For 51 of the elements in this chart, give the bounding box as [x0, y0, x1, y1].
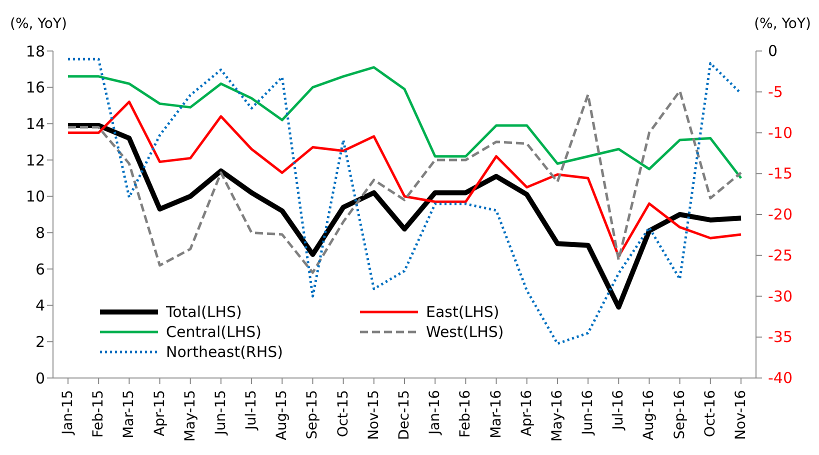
- x-tick-label: Apr-15: [152, 390, 168, 436]
- x-tick-label: Jun-15: [212, 390, 229, 436]
- x-tick-label: May-15: [182, 390, 198, 442]
- y2-tick-label: -15: [768, 164, 792, 183]
- x-tick-label: May-16: [549, 390, 566, 442]
- x-tick-label: Oct-15: [335, 390, 352, 438]
- x-tick-label: Sep-15: [304, 390, 321, 440]
- x-tick-label: Feb-15: [90, 390, 107, 438]
- legend-label: Total(LHS): [166, 303, 242, 321]
- x-tick-label: Dec-15: [396, 390, 412, 440]
- x-tick-label: Jul-16: [610, 390, 627, 431]
- x-tick-label: Nov-15: [366, 390, 382, 440]
- x-tick-label: Jul-15: [244, 390, 260, 431]
- x-tick-label: Oct-16: [702, 390, 718, 438]
- line-series: [66, 66, 742, 180]
- x-tick-label: Jan-15: [60, 390, 76, 436]
- y-tick-label: 16: [26, 78, 45, 97]
- x-tick-label: Aug-15: [274, 390, 290, 440]
- x-tick-label: Mar-15: [121, 390, 138, 438]
- y-tick-label: 10: [26, 188, 45, 206]
- y2-tick-label: -40: [768, 369, 792, 387]
- y-tick-label: 12: [26, 151, 45, 170]
- x-tick-label: Apr-16: [518, 390, 535, 436]
- legend-label: West(LHS): [426, 323, 504, 341]
- y2-tick-label: -35: [768, 328, 792, 346]
- x-tick-label: Sep-16: [672, 390, 688, 440]
- legend-label: East(LHS): [426, 303, 500, 321]
- x-tick-label: Jan-16: [427, 390, 444, 436]
- y2-tick-label: -30: [768, 287, 792, 306]
- y-tick-label: 4: [35, 296, 45, 315]
- y-tick-label: 14: [26, 114, 45, 133]
- y2-tick-label: -25: [768, 246, 792, 264]
- y-axis-title: (%, YoY): [10, 16, 67, 32]
- x-tick-label: Nov-16: [733, 390, 749, 440]
- y-tick-label: 8: [35, 224, 45, 242]
- x-tick-label: Aug-16: [641, 390, 658, 440]
- y2-tick-label: 0: [768, 42, 778, 60]
- y-tick-label: 2: [35, 332, 45, 351]
- x-tick-label: Jun-16: [580, 390, 596, 436]
- line-series: [66, 58, 742, 345]
- y-tick-label: 6: [35, 260, 45, 278]
- y2-axis-title: (%, YoY): [754, 16, 811, 32]
- y-tick-label: 0: [35, 369, 45, 388]
- y2-tick-label: -5: [768, 82, 783, 101]
- y2-tick-label: -10: [768, 124, 792, 142]
- x-tick-label: Feb-16: [458, 390, 474, 438]
- y2-tick-label: -20: [768, 206, 792, 224]
- y-tick-label: 18: [26, 42, 45, 60]
- x-tick-label: Mar-16: [488, 390, 504, 438]
- legend-label: Northeast(RHS): [166, 343, 283, 361]
- legend-label: Central(LHS): [166, 323, 262, 341]
